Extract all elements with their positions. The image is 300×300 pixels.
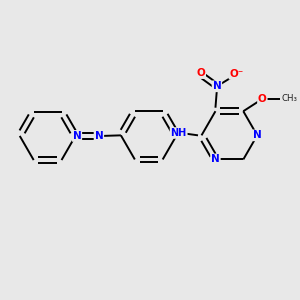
Text: N: N	[73, 131, 81, 141]
Text: N: N	[212, 81, 221, 91]
Text: O⁻: O⁻	[230, 69, 244, 79]
Text: N: N	[211, 154, 220, 164]
Text: CH₃: CH₃	[281, 94, 297, 103]
Text: NH: NH	[170, 128, 187, 138]
Text: N: N	[94, 131, 103, 141]
Text: O: O	[196, 68, 205, 78]
Text: O: O	[258, 94, 267, 104]
Text: N: N	[253, 130, 262, 140]
